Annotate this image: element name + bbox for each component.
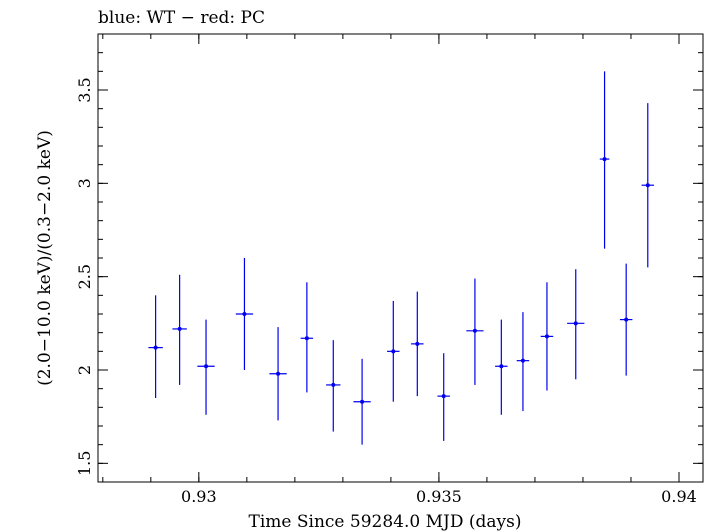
series-wt (148, 71, 655, 445)
y-tick-label: 1.5 (75, 451, 94, 476)
data-marker (415, 341, 420, 346)
data-point (411, 291, 424, 397)
data-marker (441, 394, 446, 399)
data-point (516, 312, 530, 412)
data-point (540, 282, 554, 391)
y-axis-label: (2.0−10.0 keV)/(0.3−2.0 keV) (35, 130, 55, 386)
data-point (619, 263, 633, 376)
data-marker (573, 321, 578, 326)
x-tick-label: 0.93 (181, 487, 217, 506)
x-tick-label: 0.935 (416, 487, 462, 506)
data-marker (153, 345, 158, 350)
y-tick-label: 3.5 (75, 77, 94, 102)
data-point (148, 295, 163, 398)
chart-title: blue: WT − red: PC (98, 8, 265, 28)
data-point (466, 278, 484, 385)
data-marker (520, 358, 525, 363)
data-point (495, 319, 508, 415)
data-marker (602, 157, 607, 162)
data-point (300, 282, 314, 393)
data-marker (204, 364, 209, 369)
data-marker (544, 334, 549, 339)
data-marker (242, 312, 247, 316)
data-marker (624, 317, 629, 322)
data-point (437, 353, 450, 441)
y-tick-label: 2 (75, 365, 94, 375)
data-marker (177, 326, 182, 331)
x-tick-label: 0.94 (661, 487, 697, 506)
data-point (172, 274, 187, 385)
data-marker (304, 336, 309, 341)
data-marker (472, 328, 477, 333)
data-marker (391, 349, 396, 354)
data-point (567, 269, 585, 380)
data-point (387, 300, 400, 402)
data-marker (499, 364, 504, 369)
x-axis-label: Time Since 59284.0 MJD (days) (249, 512, 522, 532)
data-point (641, 103, 655, 268)
data-marker (360, 399, 365, 404)
data-point (353, 358, 371, 445)
data-point (599, 71, 610, 249)
data-point (326, 340, 341, 432)
data-point (197, 319, 215, 415)
y-tick-label: 2.5 (75, 264, 94, 289)
data-point (269, 327, 287, 421)
x-axis-ticks: 0.93 0.935 0.94 (102, 34, 697, 506)
data-marker (276, 371, 281, 376)
y-axis-ticks: 1.5 2 2.5 3 3.5 (75, 33, 703, 483)
y-tick-label: 3 (75, 178, 94, 188)
data-marker (331, 382, 336, 387)
data-marker (645, 183, 650, 188)
data-point (235, 258, 254, 370)
plot-frame (97, 33, 704, 483)
data-series (148, 71, 655, 445)
